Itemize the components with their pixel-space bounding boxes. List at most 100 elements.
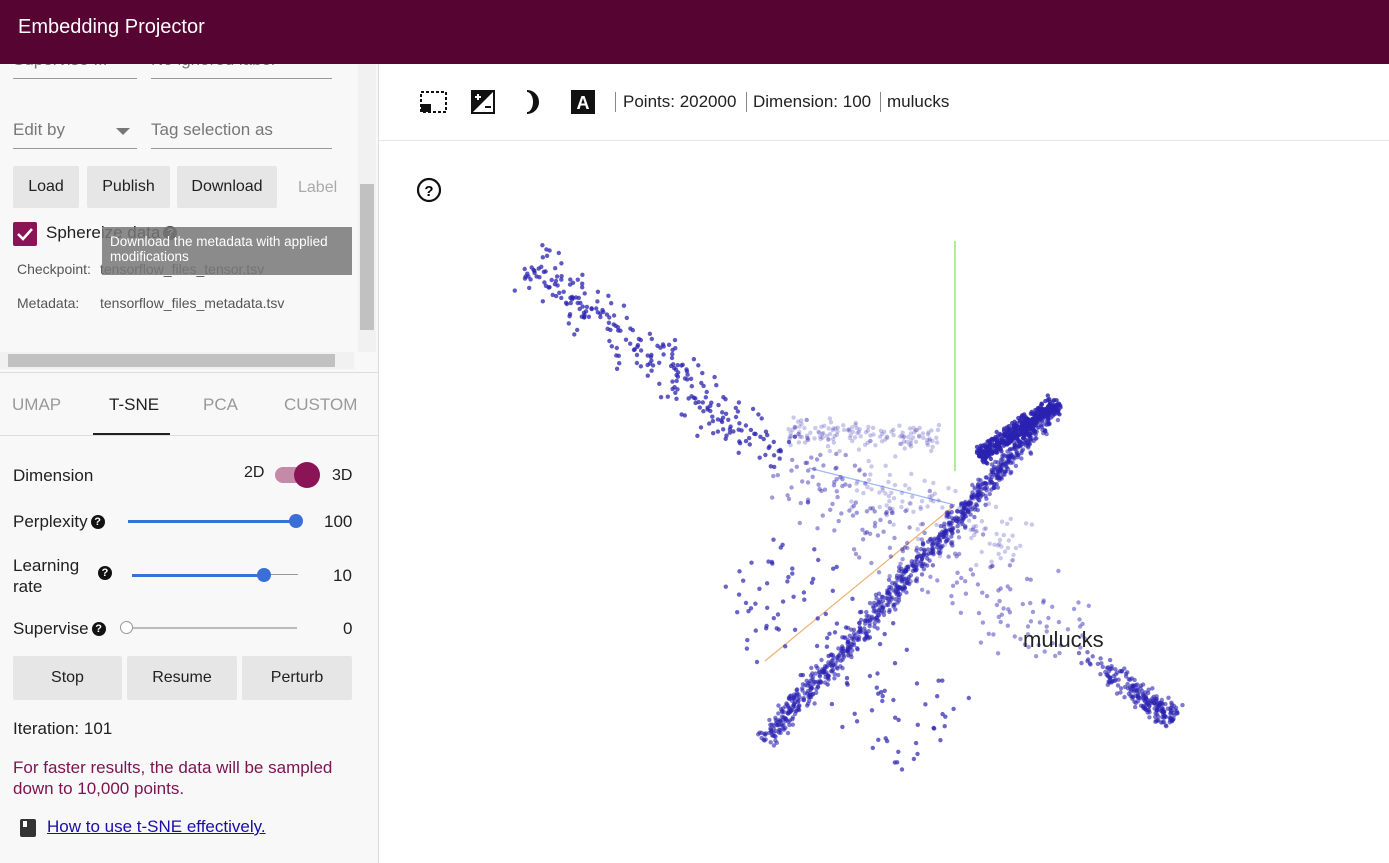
perturb-button[interactable]: Perturb <box>242 656 352 700</box>
point <box>657 381 662 386</box>
tab[interactable]: PCA <box>203 395 238 414</box>
point <box>985 461 990 466</box>
point <box>812 436 817 441</box>
point <box>831 440 837 445</box>
help-button[interactable]: ? <box>416 177 442 203</box>
supervise-track[interactable] <box>128 627 297 629</box>
point <box>899 441 904 446</box>
point <box>555 283 560 288</box>
point <box>1022 642 1028 647</box>
point <box>812 466 817 472</box>
point <box>673 367 679 372</box>
point <box>876 612 881 618</box>
point <box>1168 710 1173 715</box>
point <box>976 489 981 494</box>
learning-rate-thumb[interactable] <box>257 568 271 582</box>
point <box>887 519 892 525</box>
scroll-thumb[interactable] <box>8 354 335 367</box>
axis-x <box>764 504 956 662</box>
point <box>1135 682 1140 687</box>
point <box>932 726 937 731</box>
point <box>922 562 928 567</box>
moon-icon[interactable] <box>523 89 545 115</box>
point <box>1076 650 1082 656</box>
perplexity-thumb[interactable] <box>289 514 303 528</box>
label-icon[interactable]: A <box>570 89 596 115</box>
load-button[interactable]: Load <box>13 166 79 208</box>
point <box>984 593 990 599</box>
point <box>790 566 795 571</box>
help-icon[interactable]: ? <box>91 622 106 636</box>
point <box>1168 705 1173 710</box>
point <box>864 609 869 615</box>
point <box>1155 704 1160 710</box>
point <box>1010 558 1015 563</box>
point <box>866 424 871 430</box>
help-icon[interactable]: ? <box>90 515 105 529</box>
point <box>935 427 941 433</box>
stop-button[interactable]: Stop <box>13 656 122 700</box>
point <box>970 506 976 511</box>
point <box>1050 399 1056 404</box>
publish-button[interactable]: Publish <box>87 166 170 208</box>
point <box>1008 454 1013 459</box>
point <box>946 486 951 491</box>
tab[interactable]: CUSTOM <box>284 395 358 414</box>
toggle-thumb[interactable] <box>294 462 320 488</box>
point <box>853 551 859 557</box>
h-scrollbar[interactable] <box>0 352 354 369</box>
point <box>995 543 1000 548</box>
point <box>743 600 749 606</box>
point <box>911 425 916 431</box>
point <box>900 549 906 554</box>
point <box>1169 718 1175 723</box>
scroll-thumb[interactable] <box>360 184 374 330</box>
tab[interactable]: UMAP <box>12 395 62 414</box>
point <box>899 433 905 438</box>
tag-selection-input[interactable]: Tag selection as <box>151 120 332 149</box>
point <box>894 583 900 589</box>
point <box>792 434 798 439</box>
point <box>874 685 879 690</box>
point <box>975 493 980 498</box>
sphereize-checkbox[interactable] <box>13 222 37 246</box>
projection-canvas[interactable]: ? mulucks <box>379 141 1389 863</box>
perplexity-track[interactable] <box>128 520 296 523</box>
label-button[interactable]: Label <box>298 179 338 196</box>
point <box>540 255 545 260</box>
point <box>792 701 797 706</box>
edit-by-select[interactable]: Edit by <box>13 120 137 149</box>
point <box>1001 606 1006 611</box>
help-icon[interactable]: ? <box>98 566 112 580</box>
point <box>927 436 932 441</box>
ignored-label-input[interactable]: No ignored label <box>151 64 332 79</box>
point <box>907 581 912 587</box>
resume-button[interactable]: Resume <box>127 656 237 700</box>
point <box>1013 463 1019 469</box>
point <box>899 504 904 510</box>
v-scrollbar[interactable] <box>358 64 376 352</box>
point <box>915 527 920 532</box>
point <box>830 436 836 442</box>
note: For faster results, the data will be sam… <box>13 758 333 798</box>
tsne-link[interactable]: How to use t-SNE effectively. <box>47 817 266 836</box>
supervise-select[interactable]: Supervise ... <box>13 64 137 79</box>
tab-active[interactable]: T-SNE <box>109 395 160 414</box>
point <box>557 290 562 295</box>
download-button[interactable]: Download <box>177 166 277 208</box>
point <box>661 352 666 357</box>
night-mode-icon[interactable] <box>470 89 496 115</box>
point <box>946 522 951 527</box>
point <box>869 487 874 492</box>
learning-rate-rest <box>264 574 298 575</box>
learning-rate-track[interactable] <box>132 574 264 577</box>
point <box>773 738 778 743</box>
select-icon[interactable] <box>419 90 449 116</box>
supervise-thumb[interactable] <box>120 621 133 634</box>
point <box>971 497 976 502</box>
point <box>749 560 754 565</box>
point <box>575 277 580 282</box>
point <box>985 451 990 456</box>
point <box>973 529 978 534</box>
point <box>566 321 571 326</box>
